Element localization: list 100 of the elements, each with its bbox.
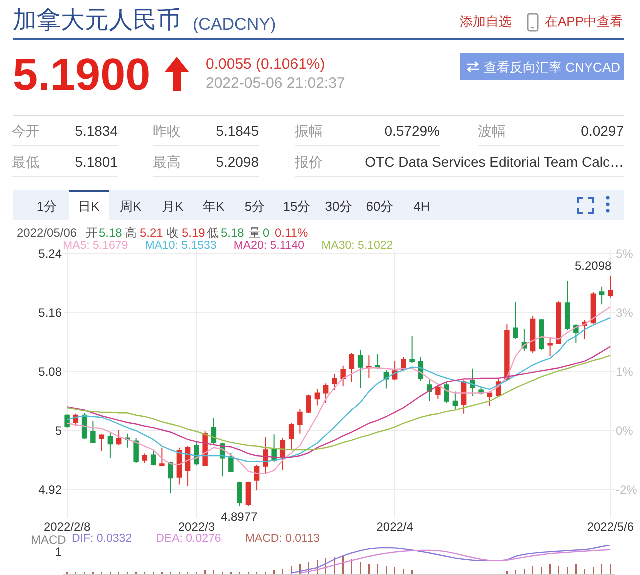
y2-tick-label: 5% bbox=[616, 246, 634, 261]
candlestick bbox=[358, 350, 364, 389]
text: 1分 bbox=[36, 198, 58, 214]
candlestick bbox=[237, 481, 242, 507]
text: 5.1801 bbox=[75, 154, 118, 170]
text: 开 bbox=[86, 226, 98, 240]
candlestick bbox=[504, 324, 510, 382]
candlestick bbox=[99, 434, 104, 452]
text: 0.0055 (0.1061%) bbox=[206, 56, 326, 72]
candlestick bbox=[288, 423, 294, 451]
candlestick bbox=[228, 452, 234, 473]
text: 月K bbox=[162, 198, 184, 214]
text: 周K bbox=[120, 198, 142, 214]
series-label: MACD: 0.0113 bbox=[245, 532, 320, 546]
text: 5.1900 bbox=[13, 48, 151, 100]
text: 最高 bbox=[153, 154, 181, 170]
candlestick bbox=[452, 391, 458, 410]
text: 30分 bbox=[325, 198, 353, 214]
text: 日K bbox=[78, 198, 100, 214]
chart-title: 加拿大元人民币 bbox=[13, 7, 181, 34]
candlestick bbox=[470, 368, 476, 397]
text: 量 bbox=[249, 226, 261, 240]
text: 低 bbox=[207, 226, 219, 240]
candlestick bbox=[608, 275, 614, 298]
text: DIF: 0.0332 bbox=[72, 532, 132, 546]
candlestick bbox=[254, 464, 260, 492]
text: 0.0297 bbox=[581, 123, 624, 139]
text: 高 bbox=[125, 226, 137, 240]
candlestick bbox=[556, 301, 562, 345]
candlestick bbox=[211, 418, 217, 446]
text: 振幅 bbox=[295, 123, 323, 139]
text: 报价 bbox=[295, 154, 323, 170]
annotation: 5.2098 bbox=[575, 259, 612, 273]
x-tick-label: 2022/2/8 bbox=[44, 520, 91, 534]
x-tick-label: 2022/5/6 bbox=[587, 520, 634, 534]
candlestick bbox=[332, 374, 338, 391]
text: 今开 bbox=[12, 123, 40, 139]
text: 5.1834 bbox=[75, 123, 118, 139]
text: MA10: 5.1533 bbox=[145, 240, 217, 253]
candlestick bbox=[564, 280, 570, 331]
text: 5分 bbox=[244, 198, 266, 214]
text: 5.2098 bbox=[216, 154, 259, 170]
candlestick bbox=[410, 336, 415, 364]
y-tick-label: 5.24 bbox=[38, 246, 62, 261]
text: 查看反向汇率 CNYCAD bbox=[484, 60, 621, 74]
text: 5.1845 bbox=[216, 123, 259, 139]
text: 在APP中查看 bbox=[545, 14, 624, 28]
candlestick bbox=[340, 365, 346, 388]
y2-tick-label: 3% bbox=[616, 306, 634, 320]
text: 2022/05/06 bbox=[17, 226, 78, 240]
text: 收 bbox=[167, 226, 179, 240]
text: 添加自选 bbox=[460, 14, 512, 28]
text: MA5: 5.1679 bbox=[63, 240, 128, 253]
candlestick bbox=[366, 355, 372, 379]
candlestick bbox=[108, 432, 114, 459]
text: 0.5729% bbox=[384, 123, 440, 139]
y2-tick-label: 1% bbox=[616, 365, 634, 380]
candlestick bbox=[280, 438, 286, 471]
candlestick bbox=[150, 450, 156, 466]
candlestick bbox=[323, 383, 329, 404]
text: 昨收 bbox=[153, 123, 181, 139]
candlestick bbox=[134, 438, 139, 464]
text: 0.11% bbox=[275, 226, 308, 240]
candlestick bbox=[487, 391, 493, 408]
candlestick bbox=[246, 481, 252, 507]
text: 0 bbox=[263, 226, 270, 240]
text: OTC Data Services Editorial Team Calc… bbox=[365, 154, 624, 170]
text: 2022-05-06 21:02:37 bbox=[206, 74, 346, 92]
y-tick-label: 5.08 bbox=[38, 365, 62, 380]
candlestick bbox=[64, 414, 70, 428]
y-tick-label: 4.92 bbox=[38, 483, 62, 498]
y2-tick-label: -2% bbox=[616, 483, 638, 498]
text: 5.21 bbox=[140, 226, 164, 240]
text: 5.18 bbox=[99, 226, 122, 240]
candlestick bbox=[539, 318, 544, 351]
candlestick bbox=[513, 302, 518, 340]
text: MA30: 5.1022 bbox=[322, 240, 394, 253]
y2-tick-label: 0% bbox=[616, 424, 634, 438]
candlestick bbox=[142, 453, 148, 464]
text: 年K bbox=[203, 198, 225, 214]
text: DEA: 0.0276 bbox=[156, 532, 222, 546]
text: 波幅 bbox=[478, 123, 506, 139]
candlestick bbox=[548, 337, 553, 357]
text: 60分 bbox=[366, 198, 394, 214]
text: MA20: 5.1140 bbox=[234, 240, 305, 253]
text: 5.18 bbox=[221, 226, 244, 240]
candlestick bbox=[160, 447, 165, 466]
text: 1 bbox=[55, 545, 62, 559]
candlestick bbox=[375, 354, 380, 369]
candlestick bbox=[436, 384, 441, 400]
y-tick-label: 5 bbox=[55, 424, 62, 438]
candlestick bbox=[590, 292, 596, 324]
candlestick bbox=[444, 382, 450, 404]
candlestick bbox=[168, 461, 174, 494]
candlestick bbox=[90, 420, 96, 444]
x-tick-label: 2022/4 bbox=[376, 520, 414, 534]
text: 15分 bbox=[283, 198, 311, 214]
annotation: MACD bbox=[31, 532, 66, 546]
y-tick-label: 5.16 bbox=[38, 306, 62, 320]
candlestick bbox=[116, 430, 122, 446]
